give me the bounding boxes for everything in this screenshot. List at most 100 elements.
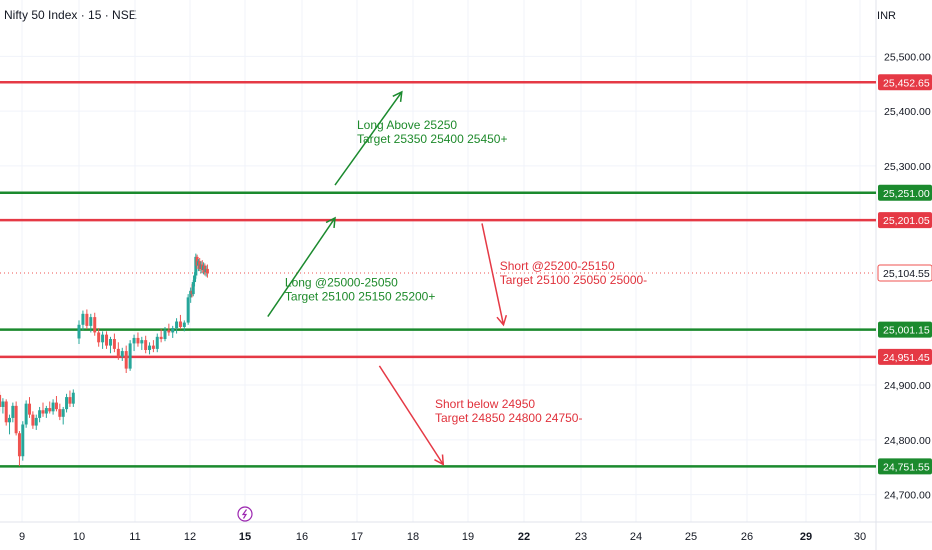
x-tick-label: 23 [575,531,587,543]
candle-body [132,337,136,344]
annotation-text-short: Short @25200-25150 [500,259,615,273]
candle-body [58,409,62,417]
x-tick-label: 10 [73,531,85,543]
x-tick-label: 29 [800,531,812,543]
level-price-badge [878,74,932,91]
candle-body [182,322,186,327]
signal-arrow-long[interactable] [267,217,336,317]
chart-title: Nifty 50 Index · 15 · NSE [4,8,137,22]
candle-body [51,402,55,412]
x-tick-label: 16 [296,531,308,543]
x-tick-label: 19 [462,531,474,543]
candle-body [144,340,148,350]
candle-body [89,317,93,326]
signal-arrow-short[interactable] [481,223,505,325]
candle-body [116,348,120,357]
x-tick-label: 17 [351,531,363,543]
y-tick-label: 24,900.00 [884,380,931,392]
candle-body [11,405,15,418]
candle-body [93,317,97,333]
y-tick-label: 25,300.00 [884,161,931,173]
annotation-text-short: Target 24850 24800 24750- [435,411,582,425]
candle-body [128,343,132,369]
x-tick-label: 15 [239,531,251,543]
candle-body [85,313,89,326]
candle-body [77,324,81,339]
arrow-head [325,216,336,228]
candle-body [41,410,45,414]
y-tick-label: 24,800.00 [884,435,931,447]
candle-body [136,337,140,344]
level-price-badge [878,458,932,475]
candle-body [38,410,42,418]
candle-body [4,401,8,423]
y-tick-label: 24,700.00 [884,490,931,502]
candle-body [14,405,18,434]
candle-body [171,328,175,333]
annotation-text-long: Target 25100 25150 25200+ [285,289,435,303]
x-tick-label: 18 [407,531,419,543]
candle-body [151,345,155,349]
x-tick-label: 11 [129,531,140,543]
annotation-text-long: Target 25350 25400 25450+ [357,132,507,146]
candle-body [163,330,167,340]
candle-body [155,336,159,349]
annotation-text-long: Long Above 25250 [357,118,457,132]
arrow-head [434,454,445,466]
x-tick-label: 25 [685,531,697,543]
y-tick-label: 25,500.00 [884,51,931,63]
candle-body [194,256,198,276]
x-tick-label: 26 [741,531,753,543]
arrow-head [392,90,403,102]
x-tick-label: 9 [19,531,25,543]
level-price-badge [878,348,932,365]
x-tick-label: 22 [518,531,530,543]
annotation-text-short: Target 25100 25050 25000- [500,273,647,287]
signal-arrow-long[interactable] [334,91,403,186]
candle-body [1,401,5,407]
lightning-glyph [241,509,248,519]
annotation-text-short: Short below 24950 [435,397,535,411]
candle-body [112,339,116,349]
arrow-head [496,314,508,327]
x-tick-label: 30 [854,531,866,543]
level-price-label: 25,251.00 [883,188,930,200]
candle-body [21,424,25,457]
y-tick-label: 25,400.00 [884,106,931,118]
last-price-label: 25,104.55 [883,268,930,280]
candle-body [8,417,12,423]
candle-body [108,339,112,346]
candle-body [186,297,190,323]
candle-body [17,433,21,457]
level-price-label: 25,452.65 [883,77,930,89]
level-price-badge [878,321,932,338]
candle-body [0,394,2,407]
currency-label: INR [877,10,896,22]
level-price-label: 25,001.15 [883,325,930,337]
level-price-badge [878,212,932,229]
level-price-label: 24,751.55 [883,461,930,473]
signal-arrow-short[interactable] [378,365,444,465]
candle-body [167,330,171,333]
level-price-label: 25,201.05 [883,215,930,227]
candle-body [191,282,195,295]
candle-body [101,334,105,343]
candle-body [48,408,52,412]
candle-body [140,340,144,344]
last-price-badge [877,264,932,282]
annotation-text-long: Long @25000-25050 [285,275,398,289]
candle-body [71,392,75,404]
candle-body [34,417,38,426]
x-tick-label: 24 [630,531,642,543]
candle-body [159,336,163,340]
candle-body [120,351,124,357]
candle-body [105,334,109,346]
candle-body [193,275,197,283]
candle-body [31,414,35,426]
candle-body [54,402,58,410]
candle-body [148,345,152,350]
candle-body [44,408,48,414]
candle-body [68,397,72,404]
